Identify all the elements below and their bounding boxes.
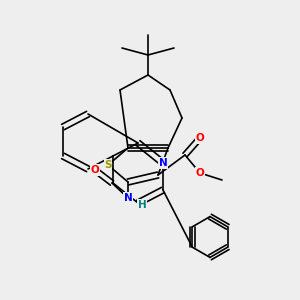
Text: O: O bbox=[196, 168, 204, 178]
Text: N: N bbox=[124, 193, 132, 203]
Text: H: H bbox=[138, 200, 146, 210]
Text: O: O bbox=[91, 165, 99, 175]
Text: S: S bbox=[104, 160, 112, 170]
Text: N: N bbox=[159, 158, 167, 168]
Text: O: O bbox=[196, 133, 204, 143]
